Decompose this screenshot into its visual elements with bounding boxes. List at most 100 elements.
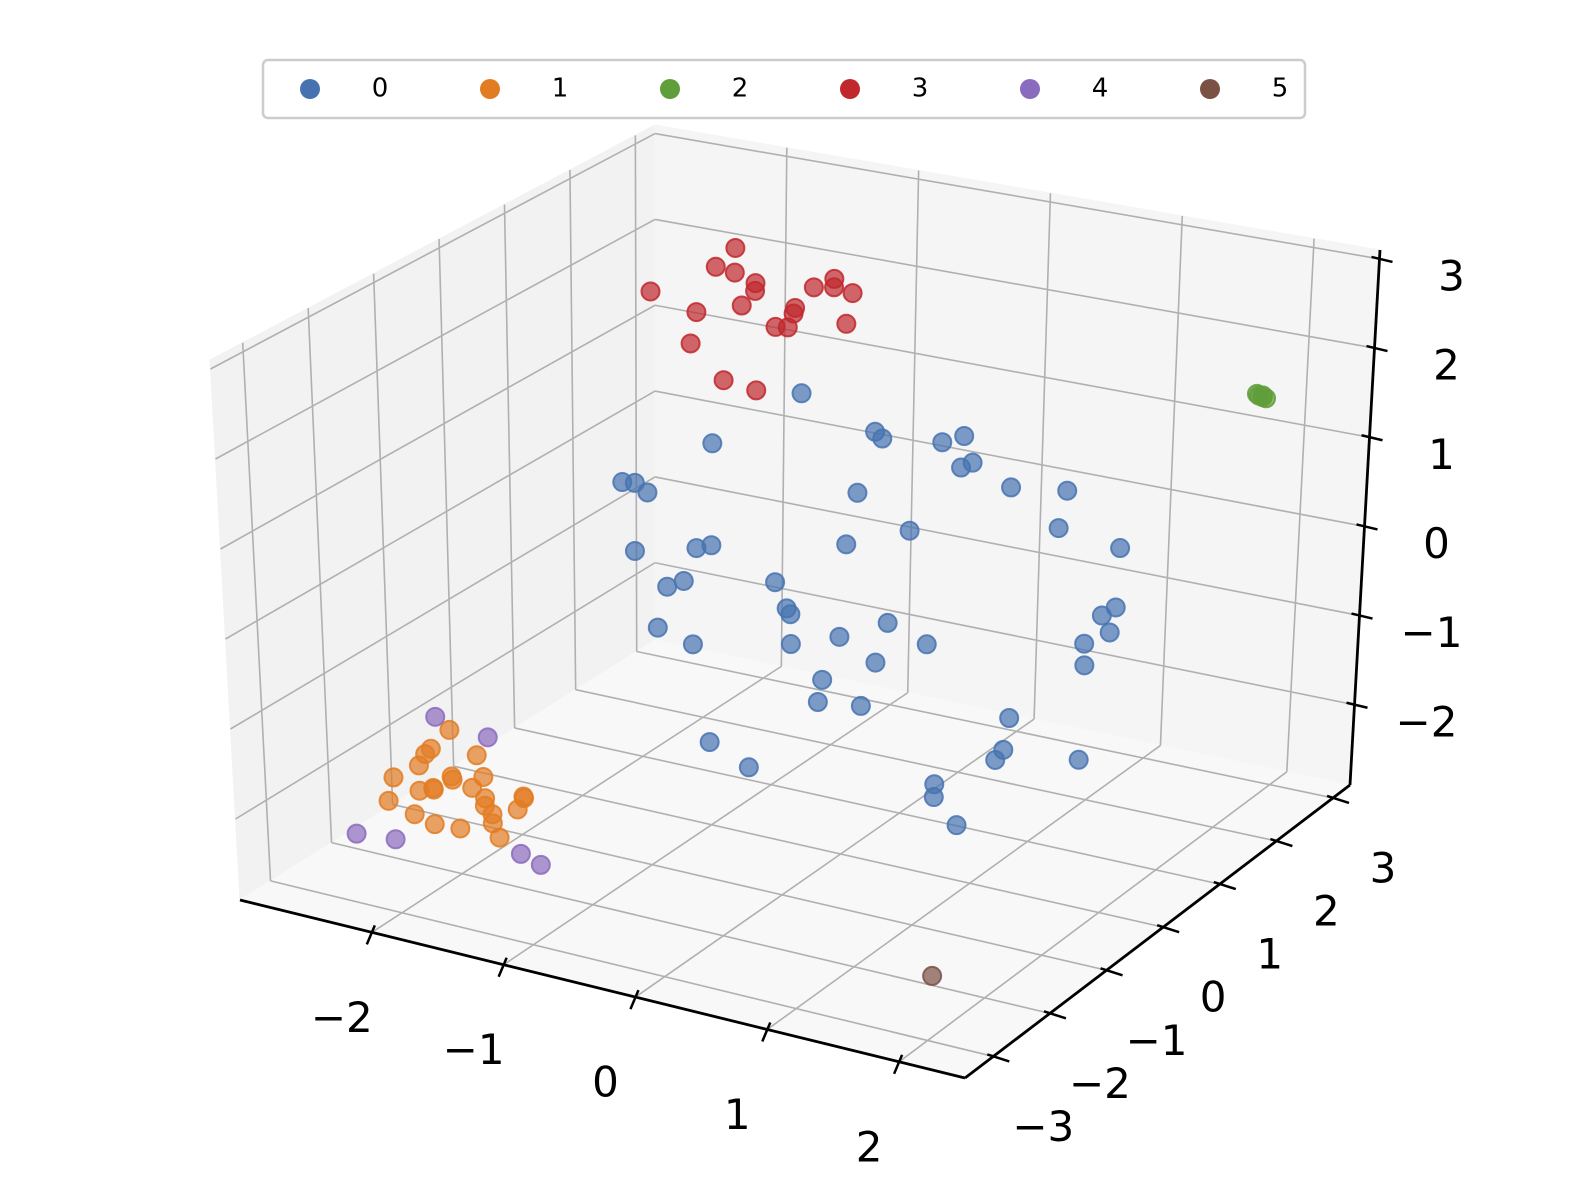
point — [946, 815, 967, 836]
grid-line — [453, 765, 1164, 928]
tick-mark — [1371, 255, 1393, 264]
legend-marker — [1200, 79, 1220, 99]
z-axis-line — [1348, 249, 1382, 786]
point — [624, 472, 645, 493]
point — [745, 280, 766, 301]
point — [473, 766, 494, 787]
point — [1048, 518, 1069, 539]
point — [1057, 480, 1078, 501]
point — [738, 757, 759, 778]
tick-mark — [1213, 880, 1237, 891]
grid-line — [634, 135, 638, 652]
point — [624, 540, 645, 561]
x-tick-label: 1 — [724, 1090, 751, 1139]
tick-mark — [1156, 924, 1180, 934]
grid-line — [575, 688, 1277, 842]
legend: 0 1 2 3 4 5 — [261, 58, 1307, 120]
legend-label: 5 — [1272, 74, 1289, 104]
z-tick-label: −2 — [1396, 697, 1458, 746]
grid-line — [371, 665, 782, 934]
tick-mark — [761, 1021, 772, 1042]
tick-mark — [1100, 967, 1123, 977]
grid-line — [230, 476, 656, 730]
legend-marker — [660, 79, 680, 99]
point — [847, 482, 868, 503]
legend-label: 2 — [732, 74, 749, 104]
point — [899, 520, 920, 541]
z-tick-label: 3 — [1438, 251, 1465, 300]
point — [842, 283, 863, 304]
point — [702, 433, 723, 454]
point — [916, 634, 937, 655]
tick-mark — [1346, 701, 1368, 709]
point — [1110, 538, 1131, 559]
point — [408, 755, 429, 776]
point — [872, 428, 893, 449]
legend-marker — [840, 79, 860, 99]
grid-line — [220, 304, 656, 550]
tick-mark — [365, 924, 376, 945]
point — [812, 669, 833, 690]
point — [803, 277, 824, 298]
y-tick-label: 2 — [1313, 887, 1340, 936]
point — [791, 383, 812, 404]
point — [1099, 622, 1120, 643]
point — [673, 570, 694, 591]
points — [346, 237, 1277, 986]
point — [530, 854, 551, 875]
z-tick-label: −1 — [1401, 608, 1463, 657]
point — [1256, 388, 1277, 409]
point — [425, 706, 446, 727]
point — [686, 302, 707, 323]
point — [824, 268, 845, 289]
grid-line — [636, 650, 1334, 799]
point — [1074, 633, 1095, 654]
grid-line — [215, 218, 656, 460]
point — [731, 295, 752, 316]
grid-line — [906, 170, 920, 693]
legend-box — [261, 58, 1307, 120]
x-axis-line — [239, 898, 966, 1080]
legend-label: 3 — [912, 74, 929, 104]
tick-mark — [497, 957, 508, 978]
grid-line — [634, 718, 1035, 998]
point — [385, 829, 406, 850]
point — [829, 626, 850, 647]
tick-mark — [1361, 434, 1383, 442]
grid-line — [654, 132, 1380, 260]
x-tick-label: −2 — [311, 993, 373, 1042]
grid-line — [654, 476, 1360, 617]
point — [640, 281, 661, 302]
grid-line — [438, 239, 455, 767]
point — [993, 739, 1014, 760]
point — [378, 790, 399, 811]
legend-label: 1 — [552, 74, 569, 104]
point — [836, 534, 857, 555]
point — [680, 333, 701, 354]
point — [701, 535, 722, 556]
grid-line — [1286, 238, 1315, 772]
y-tick-label: 3 — [1370, 843, 1397, 892]
point — [724, 262, 745, 283]
point — [423, 777, 444, 798]
grid-line — [307, 308, 333, 843]
y-tick-label: 0 — [1200, 973, 1227, 1022]
point — [466, 745, 487, 766]
point — [699, 732, 720, 753]
point — [999, 708, 1020, 729]
tick-mark — [986, 1053, 1010, 1063]
point — [807, 691, 828, 712]
point — [442, 769, 463, 790]
grid-line — [210, 132, 656, 370]
x-tick-label: 0 — [592, 1058, 619, 1107]
y-axis-line — [964, 783, 1351, 1080]
tick-mark — [892, 1054, 904, 1075]
point — [489, 827, 510, 848]
point — [865, 652, 886, 673]
tick-mark — [1356, 523, 1378, 531]
point — [777, 317, 798, 338]
point — [850, 695, 871, 716]
tick-mark — [629, 989, 640, 1010]
point — [450, 818, 471, 839]
legend-label: 4 — [1092, 74, 1109, 104]
